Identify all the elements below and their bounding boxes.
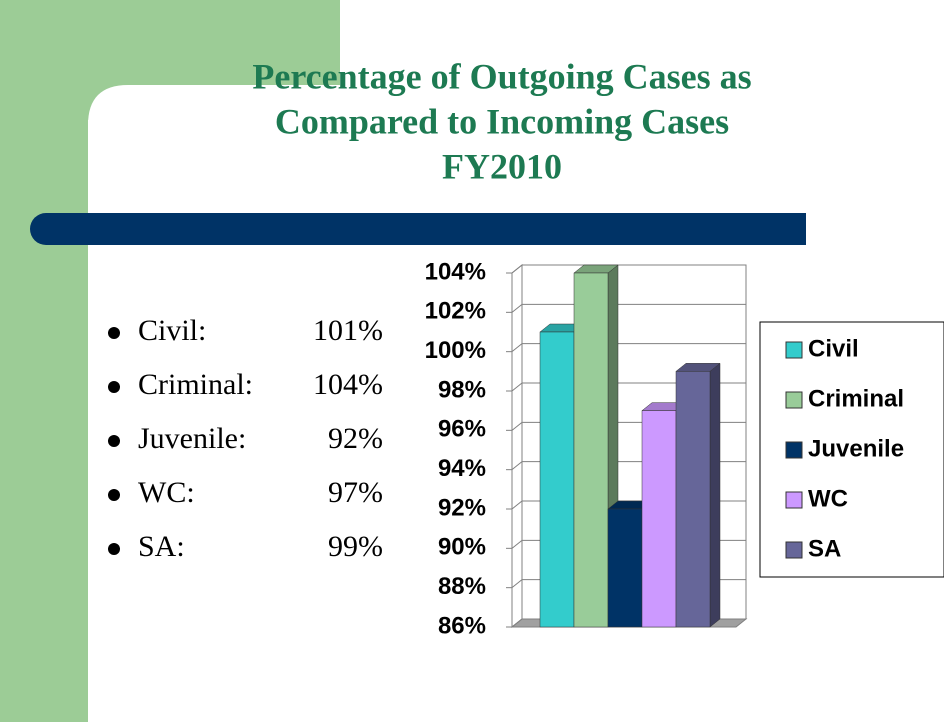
legend-label: Civil — [808, 335, 859, 362]
legend-label: SA — [808, 535, 841, 562]
legend-label: WC — [808, 485, 848, 512]
bullet — [108, 435, 120, 447]
bar — [607, 508, 643, 628]
grid-line — [511, 382, 746, 392]
grid-line — [511, 343, 746, 353]
bullet-label: Criminal: — [138, 368, 253, 401]
bullet-label: SA: — [138, 530, 185, 563]
y-tick-label: 90% — [438, 534, 486, 561]
y-tick-label: 96% — [438, 416, 486, 443]
y-tick-label: 104% — [425, 258, 486, 285]
bar-side — [709, 362, 721, 628]
y-tick-label: 86% — [438, 612, 486, 639]
title-line: Percentage of Outgoing Cases as — [252, 56, 751, 96]
bullet-label: Civil: — [138, 314, 206, 347]
legend-label: Juvenile — [808, 435, 904, 462]
bullet-value: 101% — [313, 314, 383, 347]
y-tick-label: 102% — [425, 298, 486, 325]
bullet-value: 92% — [328, 422, 383, 455]
bar — [573, 272, 609, 628]
bullet — [108, 327, 120, 339]
legend-swatch — [785, 391, 803, 409]
bullet-value: 104% — [313, 368, 383, 401]
bullet-label: Juvenile: — [138, 422, 246, 455]
legend-swatch — [785, 491, 803, 509]
bullet-value: 99% — [328, 530, 383, 563]
divider-bar — [30, 213, 806, 245]
y-tick-label: 98% — [438, 376, 486, 403]
title-line: Compared to Incoming Cases — [275, 101, 729, 141]
bullet-label: WC: — [138, 476, 195, 509]
bullet — [108, 543, 120, 555]
legend-swatch — [785, 541, 803, 559]
side-band — [0, 0, 88, 722]
y-tick-label: 100% — [425, 337, 486, 364]
bullet — [108, 381, 120, 393]
y-tick-label: 88% — [438, 573, 486, 600]
bullet — [108, 489, 120, 501]
bullet-value: 97% — [328, 476, 383, 509]
y-tick-label: 92% — [438, 494, 486, 521]
bar — [539, 331, 575, 628]
bar — [641, 410, 677, 628]
legend-swatch — [785, 341, 803, 359]
legend-label: Criminal — [808, 385, 904, 412]
legend-swatch — [785, 441, 803, 459]
grid-line — [511, 303, 746, 313]
title-line: FY2010 — [442, 146, 562, 186]
legend-box — [759, 321, 944, 578]
y-tick-label: 94% — [438, 455, 486, 482]
grid-line — [511, 264, 746, 274]
bar — [675, 371, 711, 628]
side-wall — [511, 263, 523, 629]
